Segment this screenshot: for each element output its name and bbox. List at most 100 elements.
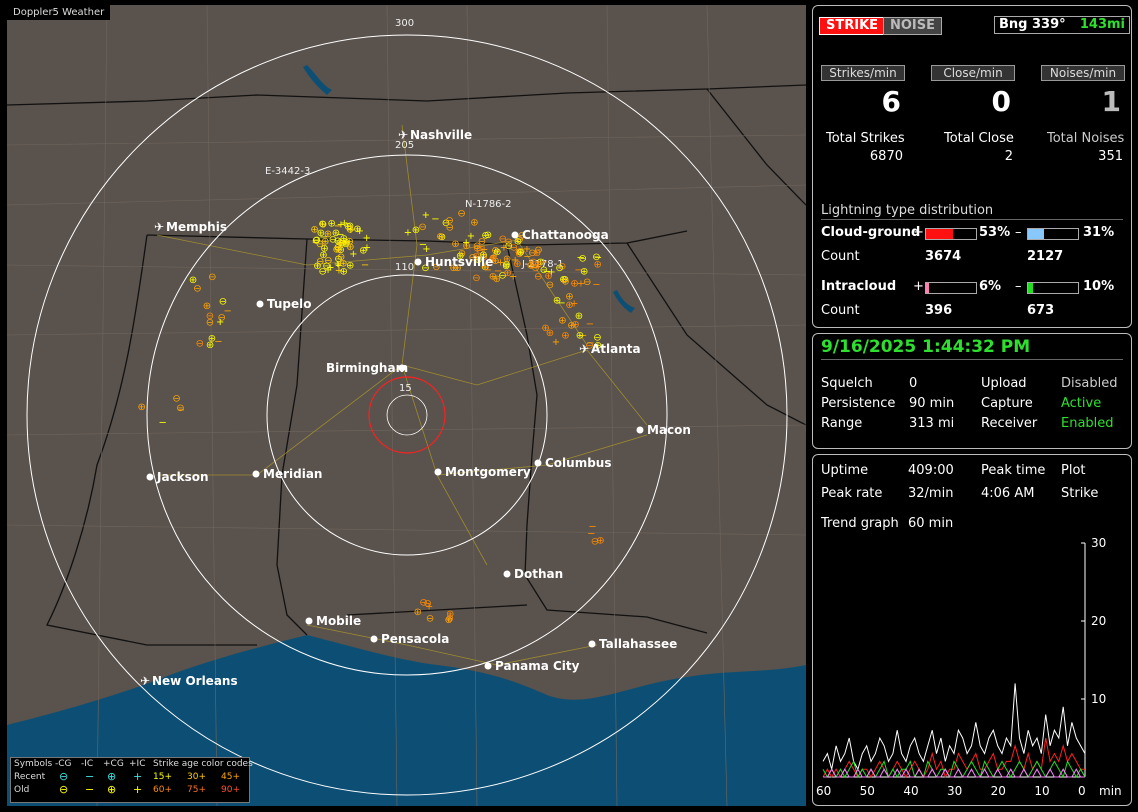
strike-marker: ⊕	[453, 263, 461, 274]
strike-marker: ⊕	[456, 251, 464, 262]
noise-button[interactable]: NOISE	[883, 17, 943, 35]
city-dot-icon	[256, 300, 264, 308]
strike-marker: −	[343, 237, 351, 248]
cg-plus-bar	[925, 228, 977, 240]
strike-marker: ⊕	[470, 218, 478, 229]
x-tick-label: 20	[991, 784, 1006, 798]
strike-marker: ⊖	[419, 597, 427, 608]
strike-marker: ⊖	[424, 598, 432, 609]
strike-marker: +	[467, 231, 475, 242]
strike-marker: ⊕	[310, 225, 318, 236]
squelch-label: Squelch	[821, 376, 873, 391]
highways	[156, 124, 648, 666]
strike-marker: ⊕	[449, 263, 457, 274]
strike-tag: E-3442-3	[265, 166, 310, 177]
pos-cg-icon: ⊕	[107, 770, 117, 783]
strike-marker: ⊖	[480, 252, 488, 263]
divider	[821, 219, 1123, 220]
strike-marker: ⊖	[515, 234, 523, 245]
cg-plus-count: 3674	[925, 249, 962, 264]
receiver-label: Receiver	[981, 416, 1038, 431]
city-dot-icon	[252, 470, 260, 478]
y-tick-label: 10	[1091, 692, 1106, 706]
strike-marker: ⊖	[481, 231, 489, 242]
city-pensacola: Pensacola	[370, 632, 449, 646]
city-huntsville: Huntsville	[414, 255, 493, 269]
x-tick-label: 40	[903, 784, 918, 798]
x-tick-label: 50	[860, 784, 875, 798]
strike-marker: ⊖	[546, 280, 554, 291]
strike-marker: ⊕	[594, 260, 602, 271]
strike-marker: ⊕	[344, 221, 352, 232]
strike-marker: ⊖	[502, 260, 510, 271]
strike-marker: ⊖	[324, 255, 332, 266]
strike-stats-panel: STRIKE NOISE Bng 339° 143mi Strikes/min …	[812, 5, 1132, 328]
strike-marker: ⊖	[478, 236, 486, 247]
strike-marker: ⊕	[544, 271, 552, 282]
strike-marker: ⊖	[555, 263, 563, 274]
cg-plus-pct: 53%	[979, 225, 1011, 240]
strike-marker: −	[574, 265, 582, 276]
strike-marker: ⊕	[488, 255, 496, 266]
strike-marker: ⊕	[340, 234, 348, 245]
x-axis-label: min	[1099, 784, 1122, 798]
city-dot-icon	[588, 640, 596, 648]
city-chattanooga: Chattanooga	[511, 228, 609, 242]
strike-marker: ⊕	[503, 254, 511, 265]
city-name: Pensacola	[381, 632, 449, 646]
lightning-map[interactable]: 300 205 110 15 E-3442-3 N-1786-2 J-2178-…	[7, 5, 806, 806]
range-value: 313 mi	[909, 416, 955, 431]
upload-label: Upload	[981, 376, 1027, 391]
county-lines	[7, 5, 806, 806]
x-tick-label: 60	[816, 784, 831, 798]
cg-minus-pct: 31%	[1083, 225, 1115, 240]
strike-marker: −	[214, 337, 222, 348]
strike-marker: −	[431, 214, 439, 225]
strike-marker: ⊖	[534, 245, 542, 256]
airport-icon: ✈	[140, 674, 150, 688]
trend-series-line	[822, 683, 1086, 771]
peak-time-label: Peak time	[981, 463, 1046, 478]
strike-marker: ⊖	[540, 265, 548, 276]
city-montgomery: Montgomery	[434, 465, 531, 479]
cg-minus-bar	[1027, 228, 1079, 240]
strike-marker: −	[586, 319, 594, 330]
pos-ic-icon: +	[133, 770, 143, 783]
x-tick-label: 10	[1034, 784, 1049, 798]
strike-marker: ⊖	[445, 216, 453, 227]
legend-symbols: Symbols	[14, 759, 53, 769]
strike-marker: ⊕	[596, 536, 604, 547]
datetime: 9/16/2025 1:44:32 PM	[821, 337, 1031, 357]
city-dot-icon	[511, 231, 519, 239]
city-name: Montgomery	[445, 465, 531, 479]
strike-marker: −	[177, 405, 185, 416]
city-macon: Macon	[636, 423, 691, 437]
capture-value: Active	[1061, 396, 1102, 411]
strike-marker: ⊖	[518, 230, 526, 241]
strike-marker: ⊕	[321, 237, 329, 248]
strike-marker: ⊕	[594, 341, 602, 352]
strike-marker: −	[319, 232, 327, 243]
strike-button[interactable]: STRIKE	[819, 17, 886, 35]
strike-marker: ⊕	[534, 260, 542, 271]
cg-plus-sign: +	[913, 225, 924, 240]
plot-value[interactable]: Strike	[1061, 486, 1099, 501]
trend-panel: Uptime 409:00 Peak time Plot Peak rate 3…	[812, 454, 1132, 806]
strike-marker: ⊕	[458, 249, 466, 260]
y-tick-label: 30	[1091, 536, 1106, 550]
strike-marker: ⊕	[342, 238, 350, 249]
strike-marker: ⊖	[337, 252, 345, 263]
strike-marker: ⊖	[505, 241, 513, 252]
trend-series-line	[822, 737, 1085, 779]
strike-marker: −	[224, 306, 232, 317]
strike-marker: ⊖	[334, 236, 342, 247]
strike-marker: ⊖	[319, 266, 327, 277]
strike-marker: ⊖	[436, 232, 444, 243]
strike-marker: ⊕	[515, 247, 523, 258]
city-columbus: Columbus	[534, 456, 612, 470]
symbol-legend: Symbols -CG -IC +CG +IC Strike age color…	[10, 757, 253, 803]
strike-marker: +	[425, 602, 433, 613]
city-dot-icon	[370, 635, 378, 643]
strike-marker: ⊖	[342, 239, 350, 250]
total-close-value: 2	[1004, 149, 1013, 164]
